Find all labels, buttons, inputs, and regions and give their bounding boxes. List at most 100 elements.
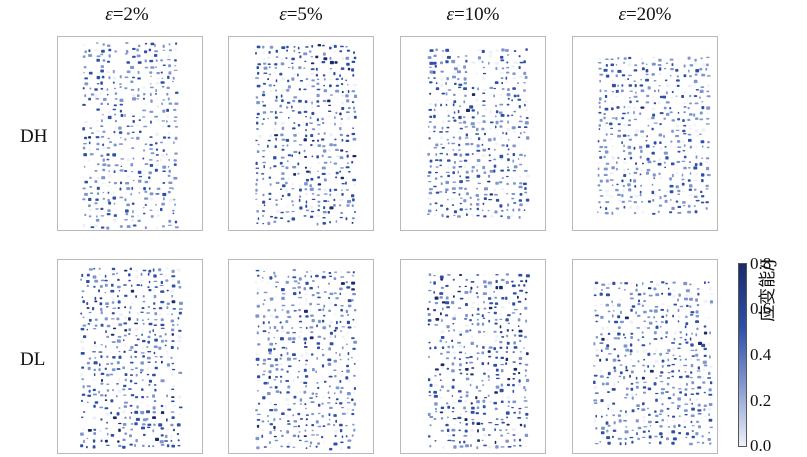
strain-speck [627,145,632,149]
strain-speck [434,202,438,205]
strain-speck [696,441,700,444]
strain-speck [642,415,645,419]
strain-speck [683,64,686,68]
strain-speck [477,198,480,201]
strain-field-plot [255,269,357,451]
strain-speck [129,306,132,310]
strain-speck [639,112,642,115]
strain-speck [524,433,529,437]
strain-speck [507,314,511,317]
strain-speck [174,102,179,105]
strain-speck [494,302,499,305]
strain-speck [162,182,166,184]
strain-speck [446,77,449,81]
strain-speck [708,393,713,396]
strain-speck [333,392,336,395]
strain-speck [635,91,637,94]
strain-speck [160,81,165,84]
strain-speck [267,381,269,385]
strain-speck [465,391,469,394]
strain-speck [142,157,145,160]
strain-speck [285,414,289,417]
strain-speck [653,80,657,82]
strain-speck [291,210,295,213]
strain-speck [689,161,691,163]
strain-speck [689,283,692,286]
strain-speck [98,267,101,270]
strain-speck [168,131,170,135]
strain-speck [653,194,657,197]
strain-speck [453,119,457,122]
strain-speck [593,374,598,377]
strain-speck [155,437,159,441]
strain-speck [457,341,461,344]
strain-speck [440,143,443,145]
strain-speck [329,331,333,335]
strain-speck [86,302,89,305]
strain-speck [304,440,309,443]
strain-speck [482,66,485,69]
strain-speck [669,58,674,61]
strain-speck [140,368,144,372]
strain-speck [517,158,520,160]
strain-speck [617,129,621,132]
strain-speck [695,172,698,176]
panel-dl-2 [57,259,203,454]
strain-speck [88,141,91,145]
strain-speck [666,382,670,386]
strain-speck [428,125,430,128]
strain-speck [86,437,89,440]
strain-speck [500,434,504,437]
strain-speck [262,82,266,85]
strain-speck [154,43,156,48]
strain-speck [471,379,474,382]
strain-speck [89,185,93,188]
strain-speck [667,415,670,417]
strain-speck [329,94,334,96]
strain-speck [328,396,331,399]
strain-speck [511,312,516,314]
strain-speck [147,272,150,276]
strain-speck [476,203,480,206]
strain-speck [143,187,146,191]
strain-speck [136,98,140,100]
strain-speck [146,367,149,370]
strain-speck [347,358,350,361]
strain-speck [353,428,356,432]
strain-speck [493,311,497,315]
strain-speck [477,307,480,311]
strain-speck [263,446,267,448]
strain-speck [346,392,351,396]
strain-speck [708,371,711,376]
strain-speck [440,417,444,420]
strain-speck [131,147,135,149]
strain-speck [435,82,438,85]
strain-speck [511,193,516,195]
strain-speck [703,347,707,351]
strain-speck [599,156,603,159]
strain-speck [105,345,107,348]
strain-speck [140,401,143,404]
strain-speck [157,209,159,212]
strain-speck [447,434,451,437]
strain-speck [100,311,103,315]
strain-speck [263,72,268,74]
strain-speck [441,213,444,218]
strain-speck [453,67,458,71]
strain-speck [110,318,115,320]
strain-speck [631,440,634,444]
strain-speck [495,181,499,185]
strain-speck [613,348,616,351]
strain-speck [299,55,302,59]
strain-speck [495,66,498,70]
strain-speck [144,50,148,54]
strain-speck [351,60,356,63]
strain-speck [625,387,629,390]
strain-speck [99,285,103,288]
strain-speck [447,416,449,419]
strain-speck [465,368,469,371]
strain-speck [624,282,629,285]
strain-speck [142,97,145,100]
strain-speck [464,94,467,97]
strain-speck [339,198,344,201]
